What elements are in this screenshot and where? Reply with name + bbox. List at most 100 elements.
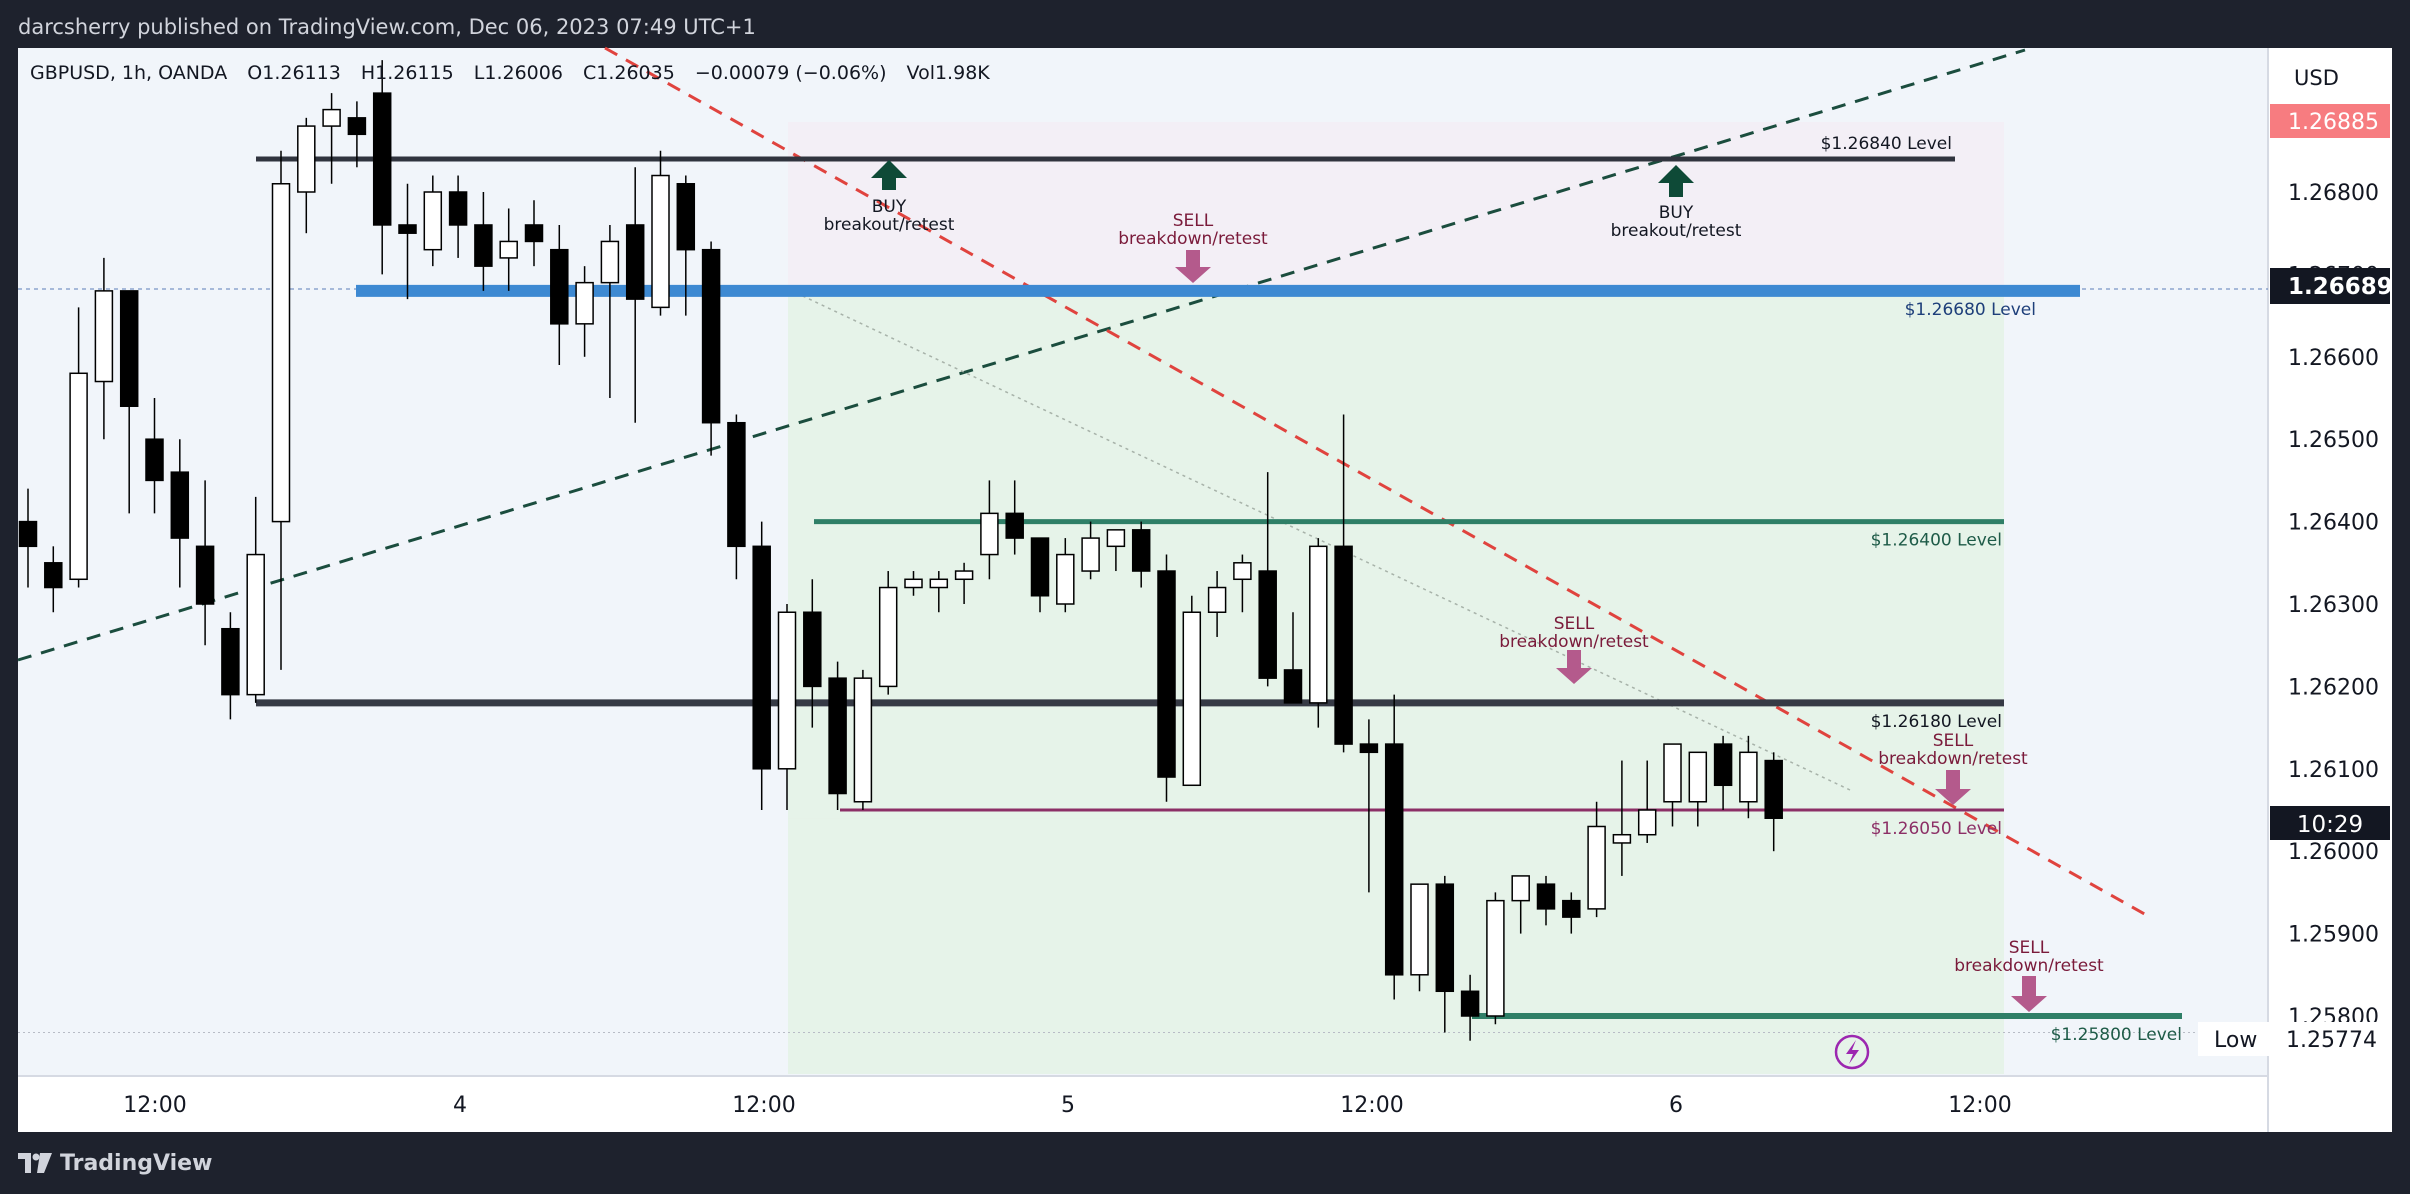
candle-body: [1081, 537, 1100, 572]
candle[interactable]: [752, 521, 771, 810]
ascending-trendline[interactable]: [17, 48, 2026, 662]
currency-label[interactable]: USD: [2294, 66, 2339, 90]
candle[interactable]: [1460, 974, 1480, 1041]
candle[interactable]: [727, 414, 746, 580]
candle[interactable]: [929, 571, 949, 613]
candle[interactable]: [954, 562, 974, 604]
candle[interactable]: [1663, 743, 1682, 827]
legend-symbol[interactable]: GBPUSD, 1h, OANDA: [30, 62, 228, 84]
candle[interactable]: [1536, 875, 1556, 926]
tradingview-brand[interactable]: TradingView: [60, 1150, 213, 1176]
candle[interactable]: [1309, 538, 1328, 728]
candle[interactable]: [1182, 595, 1202, 787]
candle[interactable]: [1030, 537, 1050, 613]
candle[interactable]: [474, 192, 493, 291]
candle[interactable]: [803, 579, 822, 728]
candle[interactable]: [170, 439, 190, 588]
candle-body: [575, 281, 594, 325]
candle[interactable]: [1056, 538, 1075, 613]
candle[interactable]: [1106, 529, 1126, 572]
candle[interactable]: [398, 183, 417, 300]
candle[interactable]: [1157, 554, 1176, 802]
candle[interactable]: [423, 175, 443, 267]
candle[interactable]: [1283, 612, 1303, 704]
candle-body: [676, 183, 696, 251]
candle-body: [1131, 529, 1151, 572]
candle[interactable]: [1081, 521, 1100, 580]
candle[interactable]: [828, 661, 847, 810]
candle-body: [1056, 553, 1075, 605]
candle[interactable]: [1612, 760, 1632, 876]
candle[interactable]: [600, 224, 620, 398]
candle[interactable]: [1334, 414, 1353, 753]
candle[interactable]: [777, 604, 797, 810]
candle[interactable]: [195, 480, 215, 646]
candle[interactable]: [1764, 752, 1783, 852]
candle[interactable]: [550, 224, 569, 366]
candle[interactable]: [221, 612, 240, 720]
candle[interactable]: [1587, 801, 1606, 918]
candle[interactable]: [651, 150, 670, 316]
candle[interactable]: [1410, 883, 1429, 992]
candle[interactable]: [297, 117, 316, 234]
candle[interactable]: [1435, 875, 1455, 1033]
candle-body: [651, 174, 670, 309]
candle[interactable]: [119, 290, 139, 514]
candle[interactable]: [878, 571, 898, 695]
lightning-event-icon[interactable]: [1834, 1034, 1870, 1070]
low-label: Low: [2214, 1028, 2257, 1053]
candle[interactable]: [575, 266, 594, 357]
candle-body: [1207, 586, 1227, 613]
candle[interactable]: [853, 669, 873, 810]
candle[interactable]: [246, 496, 265, 703]
candle[interactable]: [701, 241, 721, 456]
candle[interactable]: [18, 488, 38, 588]
candle[interactable]: [69, 307, 88, 588]
candle[interactable]: [1713, 735, 1733, 810]
candle[interactable]: [980, 480, 999, 580]
candle[interactable]: [448, 175, 468, 258]
candle[interactable]: [1637, 760, 1657, 843]
candle[interactable]: [1359, 719, 1379, 893]
tradingview-logo-icon: [18, 1153, 52, 1173]
candle[interactable]: [625, 167, 645, 423]
candle[interactable]: [1233, 554, 1252, 613]
candle[interactable]: [1739, 735, 1758, 819]
candle[interactable]: [1486, 892, 1505, 1025]
candle[interactable]: [1688, 751, 1708, 827]
candle[interactable]: [145, 398, 164, 514]
candle[interactable]: [347, 101, 367, 168]
candle[interactable]: [904, 571, 923, 596]
candle[interactable]: [271, 150, 291, 670]
candle-body: [221, 627, 240, 696]
candle[interactable]: [1207, 571, 1227, 637]
price-tick-label: 1.26000: [2288, 840, 2379, 865]
descending-trendline[interactable]: [604, 46, 2149, 918]
candle-body: [929, 578, 949, 589]
candle-body: [195, 545, 215, 605]
candle-body: [803, 611, 822, 688]
candle[interactable]: [1384, 694, 1404, 1000]
candle[interactable]: [1511, 875, 1530, 934]
candle[interactable]: [1005, 480, 1024, 555]
candle[interactable]: [1562, 892, 1581, 934]
candle[interactable]: [1131, 521, 1151, 588]
candle[interactable]: [372, 60, 392, 275]
candle-body: [474, 224, 493, 267]
candle[interactable]: [676, 175, 696, 316]
candle[interactable]: [1258, 472, 1277, 687]
candle[interactable]: [524, 200, 544, 267]
candle-body: [423, 191, 443, 251]
candle[interactable]: [44, 546, 63, 613]
candle[interactable]: [94, 257, 114, 440]
candle[interactable]: [322, 93, 341, 184]
candle[interactable]: [499, 208, 518, 291]
countdown-text: 10:29: [2297, 812, 2363, 838]
